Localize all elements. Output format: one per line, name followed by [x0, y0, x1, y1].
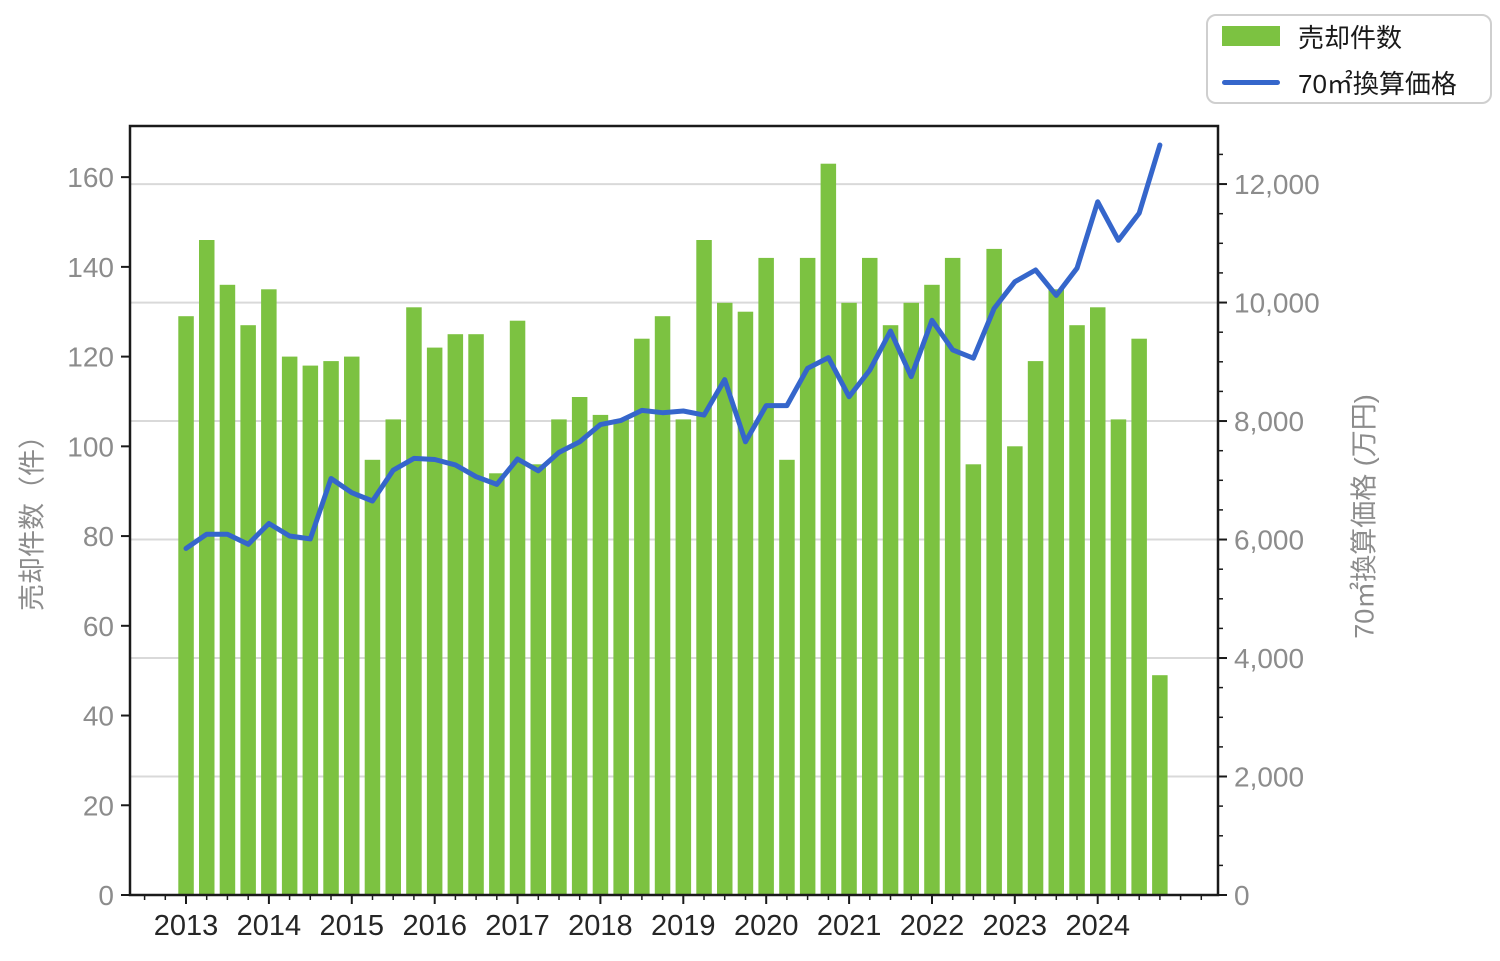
bar: [1027, 361, 1044, 896]
bar: [654, 316, 671, 895]
bar: [737, 311, 754, 895]
legend-label-line: 70㎡換算価格: [1298, 68, 1457, 99]
bar: [551, 419, 567, 895]
bar: [882, 325, 899, 895]
bar: [489, 473, 505, 895]
bar: [1069, 325, 1085, 895]
y-right-tick-label: 8,000: [1234, 406, 1304, 437]
bar: [862, 257, 878, 895]
bar: [1110, 419, 1127, 895]
bar: [1131, 338, 1147, 895]
bar: [820, 163, 837, 895]
bar: [779, 459, 795, 895]
legend-item-line: 70㎡換算価格: [1222, 64, 1476, 101]
bar: [924, 284, 940, 895]
bar: [426, 347, 443, 896]
price-line: [183, 142, 1163, 551]
legend: 売却件数 70㎡換算価格: [1206, 14, 1492, 104]
y-left-tick-label: 40: [83, 701, 114, 732]
y-left-tick-label: 0: [98, 880, 114, 911]
y-left-tick-label: 140: [67, 252, 114, 283]
x-tick-label: 2015: [320, 910, 385, 942]
bar: [344, 356, 360, 896]
x-tick-label: 2019: [651, 910, 716, 942]
y-left-tick-label: 60: [83, 611, 114, 642]
bar: [1007, 446, 1023, 895]
bar: [675, 419, 692, 895]
bar: [799, 257, 816, 895]
bar: [323, 361, 339, 896]
y-right-tick-label: 0: [1234, 880, 1250, 911]
bar: [530, 464, 546, 895]
x-tick-label: 2018: [568, 910, 633, 942]
bar: [219, 284, 236, 895]
y-left-tick-label: 20: [83, 790, 114, 821]
y-right-tick-label: 10,000: [1234, 288, 1320, 319]
y-right-tick-label: 4,000: [1234, 643, 1304, 674]
bar: [613, 419, 629, 895]
bar: [447, 334, 464, 895]
x-tick-label: 2022: [900, 910, 965, 942]
bar: [571, 397, 588, 895]
bar: [364, 459, 381, 895]
x-tick-label: 2023: [983, 910, 1048, 942]
y-left-tick-label: 160: [67, 162, 114, 193]
bar: [903, 302, 919, 895]
bar: [1048, 289, 1064, 895]
bar: [1090, 307, 1106, 895]
x-tick-label: 2017: [485, 910, 550, 942]
bar: [406, 307, 422, 895]
bar: [717, 302, 733, 895]
bar: [841, 302, 857, 895]
x-tick-label: 2024: [1065, 910, 1130, 942]
y-right-tick-label: 2,000: [1234, 762, 1304, 793]
bar: [944, 257, 961, 895]
bar: [509, 320, 526, 895]
bar: [696, 240, 712, 895]
left-axis-title: 売却件数（件）: [17, 422, 48, 611]
bar: [468, 334, 484, 895]
bar: [178, 316, 194, 895]
bar-swatch-icon: [1222, 26, 1280, 46]
x-tick-label: 2021: [817, 910, 882, 942]
bar: [986, 248, 1002, 895]
bar: [302, 365, 319, 896]
x-tick-label: 2013: [154, 910, 219, 942]
bar: [758, 257, 774, 895]
bar: [199, 240, 215, 895]
legend-label-bars: 売却件数: [1298, 22, 1403, 53]
right-axis-title: 70㎡換算価格 (万円): [1349, 394, 1380, 639]
y-right-tick-label: 12,000: [1234, 169, 1320, 200]
legend-item-bars: 売却件数: [1222, 18, 1476, 55]
bar: [965, 464, 982, 895]
x-tick-label: 2020: [734, 910, 799, 942]
bar: [240, 325, 256, 895]
bar: [261, 289, 277, 895]
bar: [1152, 675, 1168, 895]
y-left-tick-label: 120: [67, 342, 114, 373]
line-swatch-icon: [1222, 79, 1280, 85]
x-tick-label: 2014: [237, 910, 302, 942]
bar: [592, 414, 609, 895]
y-left-tick-label: 80: [83, 521, 114, 552]
y-left-tick-label: 100: [67, 431, 114, 462]
bar: [281, 356, 298, 896]
x-tick-label: 2016: [402, 910, 467, 942]
y-right-tick-label: 6,000: [1234, 525, 1304, 556]
bar: [634, 338, 650, 895]
bar: [385, 419, 401, 895]
